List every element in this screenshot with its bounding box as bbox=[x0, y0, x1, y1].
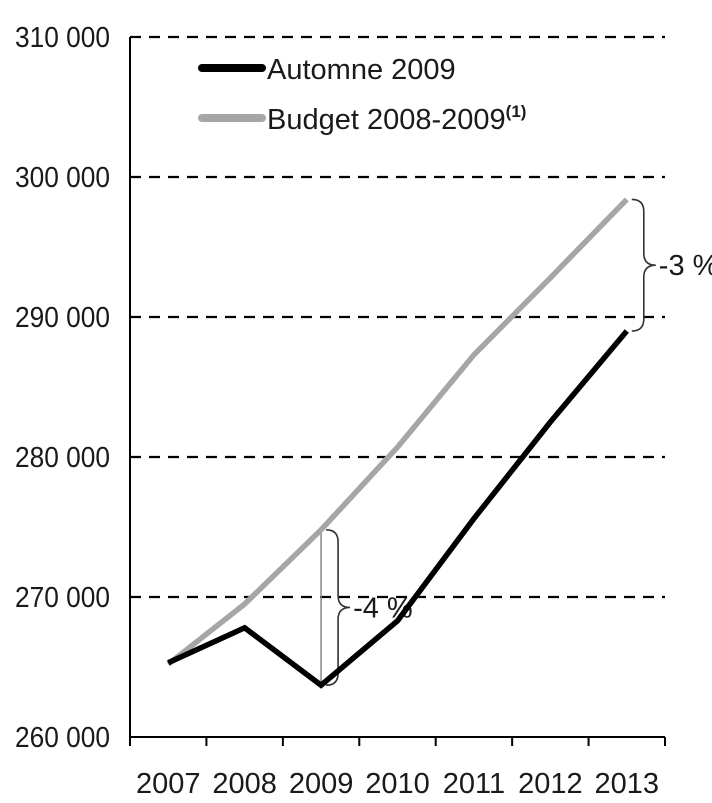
series-line-budget-2008-2009 bbox=[166, 197, 629, 667]
y-tick-label: 290 000 bbox=[15, 302, 110, 334]
x-tick-label-2011: 2011 bbox=[443, 768, 505, 800]
y-tick-label: 280 000 bbox=[15, 442, 110, 474]
y-tick-label: 260 000 bbox=[15, 722, 110, 754]
legend-label-budget-superscript: (1) bbox=[506, 102, 527, 121]
x-tick-label-2007: 2007 bbox=[136, 768, 201, 800]
series-lines bbox=[166, 197, 629, 689]
x-tick-label-2010: 2010 bbox=[365, 768, 430, 800]
y-tick-label: 300 000 bbox=[15, 162, 110, 194]
x-tick-label-2008: 2008 bbox=[212, 768, 277, 800]
x-tick-label-2012: 2012 bbox=[518, 768, 583, 800]
legend: Automne 2009 Budget 2008-2009(1) bbox=[198, 54, 526, 136]
y-tick-label: 270 000 bbox=[15, 582, 110, 614]
y-tick-label: 310 000 bbox=[15, 22, 110, 54]
annotation-2009-brace bbox=[326, 529, 351, 686]
grid-lines bbox=[130, 35, 665, 599]
annotation-2009-label: -4 % bbox=[353, 593, 413, 625]
series-line-automne-2009 bbox=[167, 329, 629, 689]
annotation-2013-label: -3 % bbox=[659, 250, 712, 282]
legend-label-automne-2009: Automne 2009 bbox=[267, 54, 456, 86]
legend-label-budget-2008-2009: Budget 2008-2009(1) bbox=[267, 102, 526, 136]
annotations: -4 % -3 % bbox=[320, 198, 712, 686]
axes: 260 000 270 000 280 000 290 000 300 000 310 0… bbox=[15, 22, 666, 800]
x-tick-label-2009: 2009 bbox=[289, 768, 354, 800]
x-tick-label-2013: 2013 bbox=[595, 768, 660, 800]
legend-label-budget-text: Budget 2008-2009 bbox=[267, 104, 506, 136]
annotation-2013-brace bbox=[631, 198, 656, 332]
